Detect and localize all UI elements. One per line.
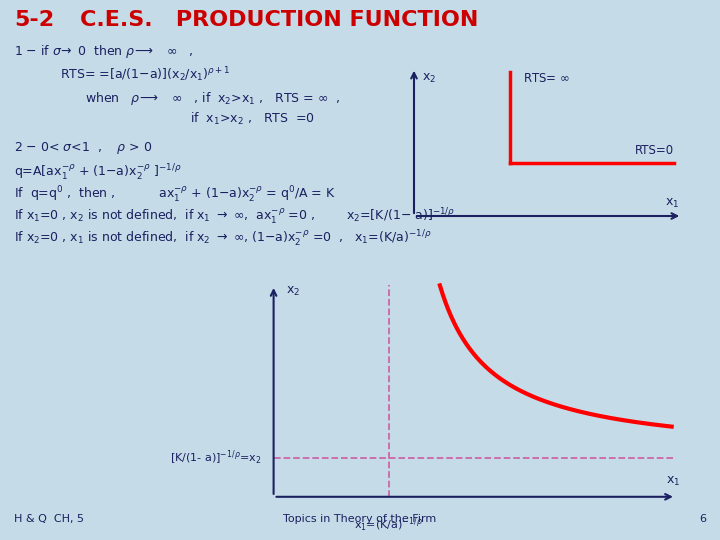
Text: Topics in Theory of the Firm: Topics in Theory of the Firm [284, 514, 436, 524]
Text: x$_1$: x$_1$ [665, 197, 680, 210]
Text: RTS=0: RTS=0 [635, 144, 674, 157]
Text: C.E.S.   PRODUCTION FUNCTION: C.E.S. PRODUCTION FUNCTION [80, 10, 478, 30]
Text: 1 $-$ if $\sigma\!\rightarrow$ 0  then $\rho\!\longrightarrow$   $\infty$   ,: 1 $-$ if $\sigma\!\rightarrow$ 0 then $\… [14, 43, 194, 60]
Text: x$_2$: x$_2$ [286, 285, 300, 298]
Text: RTS= $\infty$: RTS= $\infty$ [523, 72, 570, 85]
Text: x$_2$: x$_2$ [422, 72, 436, 85]
Text: If x$_1$=0 , x$_2$ is not defined,  if x$_1$ $\rightarrow$ $\infty$,  ax$_1^{-\r: If x$_1$=0 , x$_2$ is not defined, if x$… [14, 206, 456, 226]
Text: q=A[ax$_1^{-\rho}$ + (1$-$a)x$_2^{-\rho}$ ]$^{-1/\rho}$: q=A[ax$_1^{-\rho}$ + (1$-$a)x$_2^{-\rho}… [14, 162, 181, 182]
Text: when   $\rho\!\longrightarrow$   $\infty$   , if  x$_2$>x$_1$ ,   RTS = $\infty$: when $\rho\!\longrightarrow$ $\infty$ , … [85, 90, 341, 107]
Text: RTS= =[a/(1$-$a)](x$_2$/x$_1$)$^{\rho+1}$: RTS= =[a/(1$-$a)](x$_2$/x$_1$)$^{\rho+1}… [60, 65, 230, 84]
Text: x$_1$: x$_1$ [666, 475, 680, 488]
Text: 2 $-$ 0< $\sigma$<1  ,    $\rho$ > 0: 2 $-$ 0< $\sigma$<1 , $\rho$ > 0 [14, 140, 153, 156]
Text: If  q=q$^0$ ,  then ,           ax$_1^{-\rho}$ + (1$-$a)x$_2^{-\rho}$ = q$^0$/A : If q=q$^0$ , then , ax$_1^{-\rho}$ + (1$… [14, 184, 336, 204]
Text: 5-2: 5-2 [14, 10, 54, 30]
Text: if  x$_1$>x$_2$ ,   RTS  =0: if x$_1$>x$_2$ , RTS =0 [190, 111, 315, 127]
Text: H & Q  CH, 5: H & Q CH, 5 [14, 514, 84, 524]
Text: [K/(1- a)]$^{-1/\rho}$=x$_2$: [K/(1- a)]$^{-1/\rho}$=x$_2$ [170, 449, 261, 467]
Text: x$_1$=(K/a)$^{-1/\rho}$: x$_1$=(K/a)$^{-1/\rho}$ [354, 516, 423, 535]
Text: If x$_2$=0 , x$_1$ is not defined,  if x$_2$ $\rightarrow$ $\infty$, (1$-$a)x$_2: If x$_2$=0 , x$_1$ is not defined, if x$… [14, 228, 431, 248]
Text: 6: 6 [699, 514, 706, 524]
